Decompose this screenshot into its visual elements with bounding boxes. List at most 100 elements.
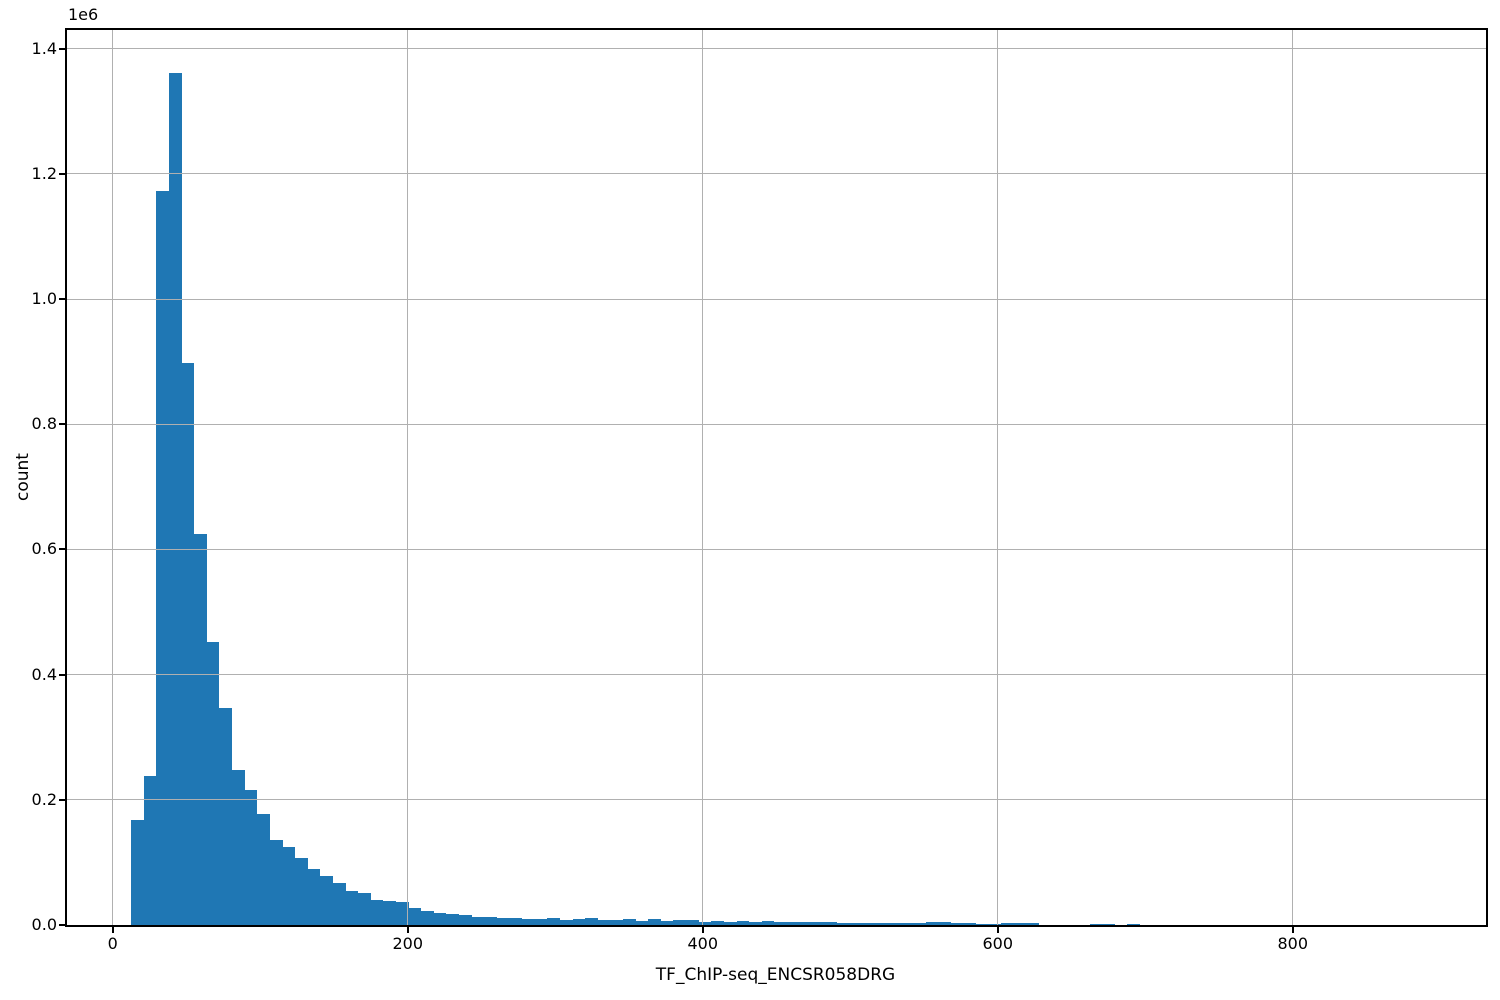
x-tick-mark — [1291, 927, 1294, 933]
histogram-bar — [295, 858, 308, 925]
histogram-bar — [1013, 923, 1027, 925]
y-gridline — [67, 799, 1486, 801]
histogram-bar — [408, 908, 422, 925]
x-gridline — [112, 30, 114, 925]
y-gridline — [67, 674, 1486, 676]
histogram-bar — [194, 534, 207, 925]
histogram-bar — [786, 922, 800, 925]
x-tick-label: 600 — [982, 934, 1014, 953]
y-gridline — [67, 298, 1486, 300]
histogram-bar — [812, 922, 825, 925]
histogram-bar — [875, 923, 888, 925]
histogram-bar — [648, 919, 661, 925]
histogram-bar — [168, 72, 182, 925]
histogram-bar — [345, 890, 359, 925]
histogram-bar — [799, 922, 813, 925]
histogram-bar — [232, 770, 245, 925]
histogram-bar — [673, 920, 687, 925]
histogram-bar — [938, 921, 951, 925]
y-gridline — [67, 924, 1486, 925]
histogram-bar — [547, 917, 560, 925]
histogram-bar — [925, 921, 939, 925]
y-tick-label: 0.2 — [31, 789, 57, 809]
y-tick-label: 0.4 — [31, 664, 57, 684]
y-tick-mark — [59, 924, 65, 926]
histogram-bar — [736, 921, 750, 925]
x-axis-label: TF_ChIP-seq_ENCSR058DRG — [655, 965, 896, 985]
histogram-bar — [749, 921, 762, 925]
y-tick-mark — [59, 172, 65, 175]
histogram-bar — [534, 919, 548, 925]
y-tick-mark — [59, 298, 65, 301]
y-tick-mark — [59, 47, 65, 50]
histogram-bar — [761, 921, 775, 925]
histogram-bar — [837, 922, 851, 925]
histogram-bar — [887, 923, 901, 925]
histogram-bar — [396, 902, 409, 925]
y-axis-offset-label: 1e6 — [68, 5, 99, 24]
histogram-bar — [824, 922, 838, 925]
histogram-bar — [610, 920, 624, 925]
x-tick-label: 0 — [107, 934, 118, 953]
y-gridline — [67, 48, 1486, 50]
x-gridline — [407, 30, 409, 925]
y-tick-mark — [59, 548, 65, 551]
histogram-bar — [370, 900, 384, 925]
histogram-bar — [143, 776, 157, 925]
histogram-bar — [850, 923, 863, 925]
histogram-bar — [446, 914, 460, 925]
y-tick-label: 1.2 — [31, 163, 57, 183]
histogram-bar — [269, 839, 283, 925]
histogram-bar — [660, 920, 674, 925]
plot-area — [65, 28, 1488, 927]
x-tick-mark — [701, 927, 704, 933]
histogram-bar — [496, 917, 510, 925]
histogram-bar — [1102, 923, 1115, 925]
histogram-bar — [585, 918, 598, 925]
histogram-bar — [219, 707, 233, 925]
histogram-bar — [597, 920, 611, 925]
histogram-bar — [711, 921, 724, 925]
histogram-bar — [206, 642, 220, 925]
x-tick-label: 800 — [1277, 934, 1309, 953]
histogram-bar — [635, 920, 649, 925]
y-gridline — [67, 173, 1486, 175]
histogram-bar — [1001, 923, 1014, 925]
histogram-bar — [862, 923, 876, 925]
histogram-bar — [723, 921, 737, 925]
plot-inner-area — [67, 30, 1486, 925]
histogram-bar — [484, 917, 497, 925]
histogram-bar — [572, 919, 586, 925]
histogram-bar — [509, 918, 523, 925]
x-gridline — [702, 30, 704, 925]
y-tick-label: 0.8 — [31, 414, 57, 434]
histogram-bar — [307, 869, 321, 925]
x-tick-label: 200 — [392, 934, 424, 953]
histogram-bar — [913, 923, 926, 925]
y-tick-mark — [59, 673, 65, 676]
x-gridline — [1292, 30, 1294, 925]
x-gridline — [997, 30, 999, 925]
y-tick-label: 0.0 — [31, 915, 57, 934]
histogram-bar — [131, 819, 144, 925]
y-tick-mark — [59, 798, 65, 801]
histogram-bar — [950, 923, 964, 925]
x-tick-mark — [406, 927, 409, 933]
y-tick-label: 0.6 — [31, 539, 57, 559]
histogram-bar — [358, 893, 371, 925]
histogram-bar — [963, 923, 977, 925]
histogram-bar — [282, 847, 296, 925]
histogram-bar — [459, 915, 472, 925]
histogram-bar — [698, 921, 712, 925]
y-axis-label: count — [13, 453, 33, 501]
histogram-bar — [774, 921, 787, 925]
histogram-bar — [1026, 923, 1040, 925]
histogram-bar — [433, 913, 447, 925]
x-tick-mark — [996, 927, 999, 933]
histogram-bar — [383, 901, 396, 925]
histogram-bar — [900, 923, 914, 925]
x-tick-label: 400 — [687, 934, 719, 953]
histogram-bar — [471, 916, 485, 925]
y-gridline — [67, 548, 1486, 550]
